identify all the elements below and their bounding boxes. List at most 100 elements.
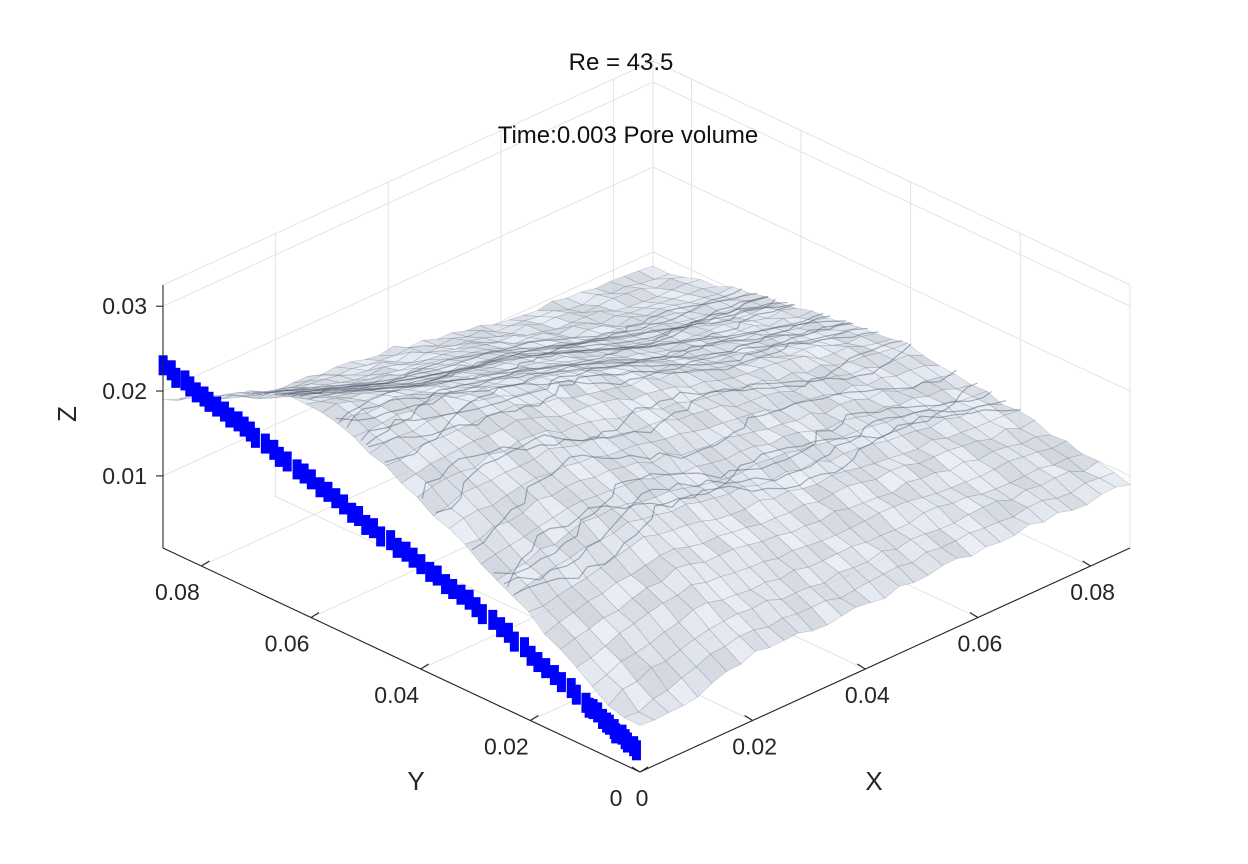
surface-patch — [990, 428, 1023, 448]
surface-patch — [554, 371, 588, 381]
chart-title-line-1: Re = 43.5 — [569, 49, 674, 76]
flow-channel-line — [384, 331, 879, 463]
flow-channel-line — [300, 298, 776, 398]
front-marker — [225, 407, 235, 428]
front-marker — [274, 446, 284, 467]
surface-patch — [712, 477, 745, 495]
front-marker — [471, 597, 481, 618]
front-marker — [339, 494, 349, 515]
surface-patch — [337, 414, 369, 438]
front-marker — [260, 433, 270, 454]
front-marker — [509, 631, 519, 652]
surface-patch — [565, 480, 597, 502]
front-marker — [376, 526, 386, 547]
front-marker — [204, 391, 214, 412]
surface-patch — [770, 331, 801, 337]
surface-patch — [901, 430, 933, 450]
y-tick-label: 0 — [610, 785, 623, 811]
surface-patch — [833, 346, 865, 363]
z-tick-labels: 0.01 0.02 0.03 — [102, 293, 147, 489]
aperture-surface — [162, 265, 1131, 726]
surface-patch — [582, 516, 615, 542]
front-marker — [331, 488, 341, 509]
front-marker — [306, 469, 316, 490]
front-marker — [219, 401, 229, 422]
surface-patch — [677, 318, 709, 327]
surface-patch — [1068, 471, 1101, 484]
flow-channel-line — [282, 301, 788, 396]
y-tick-mark — [639, 766, 649, 773]
surface-patch — [882, 566, 915, 587]
surface-patch — [445, 360, 477, 368]
surface-patch — [305, 401, 338, 413]
surface-patch — [514, 337, 546, 345]
surface-patch — [482, 386, 515, 397]
front-marker — [566, 678, 576, 699]
surface-patch — [974, 421, 1007, 440]
surface-patch — [987, 403, 1020, 416]
flow-channel-line — [506, 382, 978, 588]
surface-patch — [554, 364, 585, 373]
grid-top-edge-x — [162, 60, 654, 286]
surface-patch — [767, 617, 800, 641]
y-tick-labels: 0 0.02 0.04 0.06 0.08 — [155, 579, 622, 811]
flow-channel-line — [264, 288, 743, 395]
fluid-front — [158, 355, 641, 761]
surface-patch — [429, 456, 462, 479]
surface-patch — [500, 404, 532, 421]
surface-patch — [390, 384, 422, 392]
flow-channel-line — [335, 320, 847, 422]
surface-patch — [375, 384, 406, 392]
surface-patch — [526, 323, 557, 332]
surface-patch — [693, 427, 726, 446]
front-marker — [631, 740, 641, 761]
surface-patch — [324, 375, 355, 383]
front-marker — [315, 477, 325, 498]
surface-patch — [795, 586, 827, 608]
surface-patch — [687, 370, 720, 382]
surface-patch — [716, 365, 749, 379]
surface-patch — [418, 374, 449, 380]
flow-channel-line — [291, 303, 794, 397]
surface-patch — [914, 408, 946, 429]
surface-patch — [1083, 461, 1115, 479]
surface-patch — [606, 660, 638, 690]
flow-channel-line — [421, 340, 903, 499]
front-marker — [347, 502, 357, 523]
x-tick-labels: 0 0.02 0.04 0.06 0.08 — [636, 579, 1115, 811]
surface-patch — [819, 510, 851, 536]
front-marker — [392, 537, 402, 558]
front-marker — [250, 427, 260, 448]
front-marker — [368, 518, 378, 539]
surface-patch — [575, 657, 608, 688]
grid-line-z-back-y — [652, 81, 1131, 307]
surface-patch — [738, 320, 769, 327]
surface-patch — [560, 638, 592, 668]
surface-patch — [821, 375, 854, 395]
surface-patch — [642, 296, 674, 304]
surface-patch — [780, 592, 812, 615]
y-tick-mark — [201, 560, 210, 567]
surface-patch — [623, 711, 656, 726]
flow-channel-line — [360, 321, 851, 441]
surface-patch — [1084, 477, 1117, 495]
grid-line-z-back-x — [162, 81, 654, 307]
surface-patch — [835, 527, 867, 547]
surface-patch — [1054, 471, 1086, 494]
surface-patch — [790, 525, 822, 547]
surface-patch — [718, 548, 750, 573]
surface-patch — [663, 322, 694, 331]
front-marker — [245, 421, 255, 442]
front-marker — [386, 530, 396, 551]
surface-patch — [432, 505, 465, 529]
y-tick-label: 0.08 — [155, 579, 200, 605]
front-marker — [180, 370, 190, 391]
surface-patch — [658, 371, 691, 388]
surface-patch — [717, 286, 750, 301]
surface-patch — [509, 536, 541, 564]
surface-patch — [808, 394, 841, 414]
front-marker — [604, 714, 614, 735]
surface-patch — [864, 512, 896, 536]
x-tick-mark — [1082, 560, 1091, 567]
